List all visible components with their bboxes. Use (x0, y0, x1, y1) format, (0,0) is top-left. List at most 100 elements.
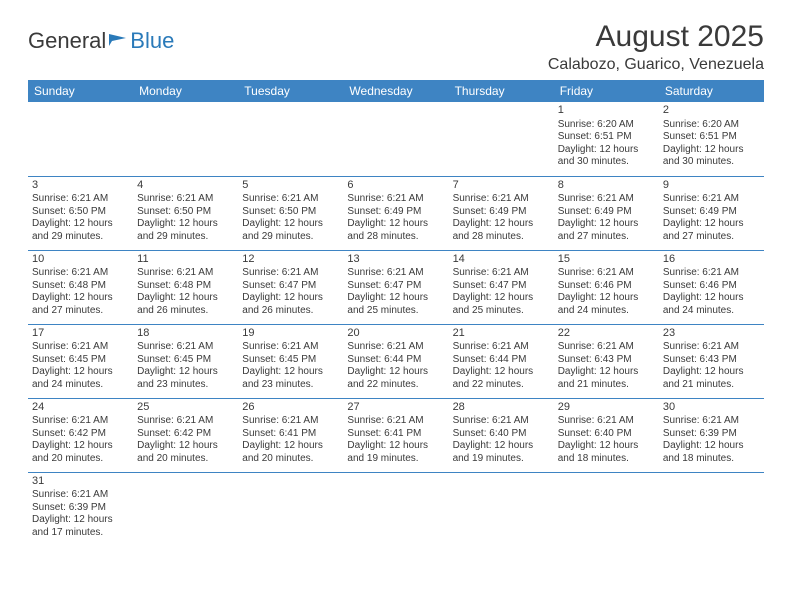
cell-sunset: Sunset: 6:45 PM (32, 354, 129, 367)
cell-dl1: Daylight: 12 hours (453, 292, 550, 305)
flag-icon (108, 32, 130, 48)
cell-dl1: Daylight: 12 hours (453, 366, 550, 379)
cell-dl2: and 24 minutes. (32, 379, 129, 392)
calendar-cell: 14Sunrise: 6:21 AMSunset: 6:47 PMDayligh… (449, 250, 554, 324)
cell-dl2: and 20 minutes. (32, 453, 129, 466)
day-header: Monday (133, 80, 238, 102)
day-header-row: SundayMondayTuesdayWednesdayThursdayFrid… (28, 80, 764, 102)
cell-sunset: Sunset: 6:39 PM (32, 502, 129, 515)
cell-sunset: Sunset: 6:41 PM (242, 428, 339, 441)
calendar-cell: 15Sunrise: 6:21 AMSunset: 6:46 PMDayligh… (554, 250, 659, 324)
cell-dl1: Daylight: 12 hours (32, 514, 129, 527)
calendar-row: 17Sunrise: 6:21 AMSunset: 6:45 PMDayligh… (28, 324, 764, 398)
cell-sunrise: Sunrise: 6:21 AM (453, 341, 550, 354)
cell-sunrise: Sunrise: 6:21 AM (347, 415, 444, 428)
calendar-body: 1Sunrise: 6:20 AMSunset: 6:51 PMDaylight… (28, 102, 764, 546)
cell-dl1: Daylight: 12 hours (32, 440, 129, 453)
cell-dl1: Daylight: 12 hours (663, 144, 760, 157)
cell-sunrise: Sunrise: 6:21 AM (558, 341, 655, 354)
calendar-cell: 3Sunrise: 6:21 AMSunset: 6:50 PMDaylight… (28, 176, 133, 250)
calendar-cell: 13Sunrise: 6:21 AMSunset: 6:47 PMDayligh… (343, 250, 448, 324)
cell-sunrise: Sunrise: 6:21 AM (242, 193, 339, 206)
calendar-cell (449, 472, 554, 546)
calendar-row: 1Sunrise: 6:20 AMSunset: 6:51 PMDaylight… (28, 102, 764, 176)
page-header: General Blue August 2025 Calabozo, Guari… (28, 20, 764, 74)
day-number: 13 (347, 253, 444, 267)
cell-dl2: and 30 minutes. (663, 156, 760, 169)
day-number: 22 (558, 327, 655, 341)
cell-sunrise: Sunrise: 6:21 AM (663, 341, 760, 354)
cell-sunset: Sunset: 6:40 PM (453, 428, 550, 441)
title-block: August 2025 Calabozo, Guarico, Venezuela (548, 20, 764, 74)
day-header: Tuesday (238, 80, 343, 102)
logo-text-blue: Blue (130, 28, 174, 54)
cell-dl1: Daylight: 12 hours (558, 366, 655, 379)
cell-sunset: Sunset: 6:42 PM (137, 428, 234, 441)
cell-sunset: Sunset: 6:50 PM (242, 206, 339, 219)
calendar-cell: 28Sunrise: 6:21 AMSunset: 6:40 PMDayligh… (449, 398, 554, 472)
cell-sunset: Sunset: 6:47 PM (347, 280, 444, 293)
cell-sunrise: Sunrise: 6:21 AM (242, 341, 339, 354)
cell-dl1: Daylight: 12 hours (32, 366, 129, 379)
day-number: 25 (137, 401, 234, 415)
cell-dl1: Daylight: 12 hours (453, 440, 550, 453)
day-number: 23 (663, 327, 760, 341)
cell-dl1: Daylight: 12 hours (137, 366, 234, 379)
day-number: 28 (453, 401, 550, 415)
calendar-row: 10Sunrise: 6:21 AMSunset: 6:48 PMDayligh… (28, 250, 764, 324)
calendar-cell: 23Sunrise: 6:21 AMSunset: 6:43 PMDayligh… (659, 324, 764, 398)
cell-dl2: and 18 minutes. (558, 453, 655, 466)
day-header: Saturday (659, 80, 764, 102)
cell-sunrise: Sunrise: 6:21 AM (137, 267, 234, 280)
day-number: 4 (137, 179, 234, 193)
cell-sunset: Sunset: 6:43 PM (558, 354, 655, 367)
cell-dl2: and 20 minutes. (242, 453, 339, 466)
cell-dl1: Daylight: 12 hours (137, 218, 234, 231)
day-header: Friday (554, 80, 659, 102)
calendar-cell: 19Sunrise: 6:21 AMSunset: 6:45 PMDayligh… (238, 324, 343, 398)
cell-sunrise: Sunrise: 6:21 AM (453, 193, 550, 206)
calendar-cell: 4Sunrise: 6:21 AMSunset: 6:50 PMDaylight… (133, 176, 238, 250)
cell-sunrise: Sunrise: 6:21 AM (137, 193, 234, 206)
cell-sunrise: Sunrise: 6:21 AM (558, 193, 655, 206)
cell-sunset: Sunset: 6:45 PM (242, 354, 339, 367)
cell-dl2: and 25 minutes. (347, 305, 444, 318)
cell-sunset: Sunset: 6:50 PM (137, 206, 234, 219)
cell-dl2: and 30 minutes. (558, 156, 655, 169)
cell-dl2: and 24 minutes. (558, 305, 655, 318)
day-number: 26 (242, 401, 339, 415)
cell-dl2: and 27 minutes. (663, 231, 760, 244)
day-number: 5 (242, 179, 339, 193)
cell-sunset: Sunset: 6:49 PM (453, 206, 550, 219)
cell-dl2: and 29 minutes. (137, 231, 234, 244)
calendar-cell: 18Sunrise: 6:21 AMSunset: 6:45 PMDayligh… (133, 324, 238, 398)
cell-dl2: and 29 minutes. (242, 231, 339, 244)
calendar-thead: SundayMondayTuesdayWednesdayThursdayFrid… (28, 80, 764, 102)
cell-sunrise: Sunrise: 6:21 AM (453, 415, 550, 428)
cell-sunrise: Sunrise: 6:21 AM (347, 267, 444, 280)
cell-sunrise: Sunrise: 6:21 AM (137, 341, 234, 354)
cell-sunset: Sunset: 6:49 PM (663, 206, 760, 219)
calendar-cell: 9Sunrise: 6:21 AMSunset: 6:49 PMDaylight… (659, 176, 764, 250)
cell-dl2: and 23 minutes. (137, 379, 234, 392)
cell-dl1: Daylight: 12 hours (558, 144, 655, 157)
cell-sunset: Sunset: 6:48 PM (137, 280, 234, 293)
cell-dl2: and 20 minutes. (137, 453, 234, 466)
logo: General Blue (28, 28, 174, 54)
calendar-cell: 10Sunrise: 6:21 AMSunset: 6:48 PMDayligh… (28, 250, 133, 324)
cell-dl2: and 28 minutes. (347, 231, 444, 244)
cell-sunrise: Sunrise: 6:21 AM (347, 341, 444, 354)
calendar-cell: 21Sunrise: 6:21 AMSunset: 6:44 PMDayligh… (449, 324, 554, 398)
day-number: 12 (242, 253, 339, 267)
cell-sunset: Sunset: 6:45 PM (137, 354, 234, 367)
cell-dl2: and 28 minutes. (453, 231, 550, 244)
month-title: August 2025 (548, 20, 764, 54)
calendar-cell: 16Sunrise: 6:21 AMSunset: 6:46 PMDayligh… (659, 250, 764, 324)
cell-dl1: Daylight: 12 hours (242, 292, 339, 305)
day-number: 1 (558, 104, 655, 118)
cell-dl2: and 26 minutes. (137, 305, 234, 318)
cell-sunrise: Sunrise: 6:21 AM (137, 415, 234, 428)
day-number: 3 (32, 179, 129, 193)
calendar-cell (238, 102, 343, 176)
logo-text-general: General (28, 28, 106, 54)
